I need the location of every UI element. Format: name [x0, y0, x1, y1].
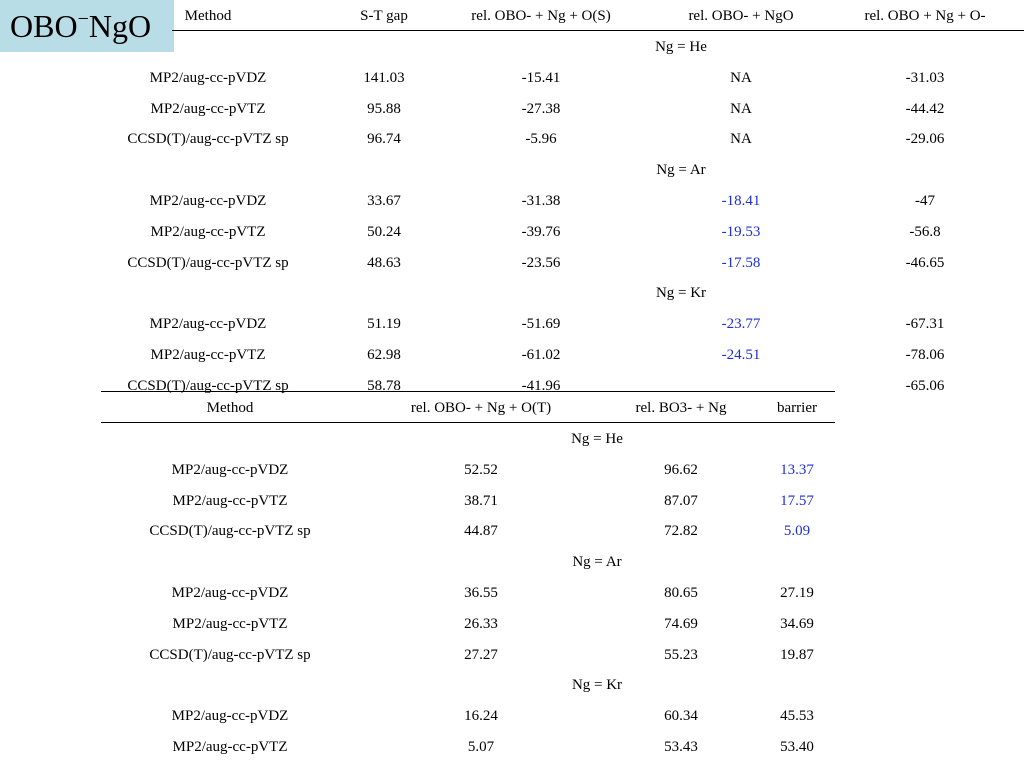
cell-rel-o-minus: -78.06 [905, 347, 945, 363]
cell-rel-o-minus: -47 [915, 193, 935, 209]
cell-rel-bo3: 72.82 [664, 523, 698, 540]
cell-rel-ot: 27.27 [464, 646, 498, 663]
cell-barrier: 34.69 [780, 615, 814, 632]
cell-st-gap: 51.19 [367, 316, 401, 333]
cell-rel-bo3: 53.43 [664, 739, 698, 755]
cell-rel-bo3: 74.69 [664, 615, 698, 632]
cell-rel-bo3: 80.65 [664, 585, 698, 601]
cell-method: CCSD(T)/aug-cc-pVTZ sp [127, 377, 289, 394]
cell-method: MP2/aug-cc-pVTZ [172, 615, 288, 632]
cell-method: MP2/aug-cc-pVTZ [172, 492, 288, 509]
cell-method: CCSD(T)/aug-cc-pVTZ sp [149, 523, 311, 540]
cell-rel-o-minus: -65.06 [905, 377, 945, 394]
cell-rel-bo3: 87.07 [664, 492, 698, 509]
slide-title: OBO−NgO [0, 0, 174, 52]
cell-st-gap: 96.74 [367, 131, 401, 148]
cell-barrier: 19.87 [780, 646, 814, 663]
cell-rel-ot: 38.71 [464, 492, 498, 509]
cell-method: CCSD(T)/aug-cc-pVTZ sp [127, 254, 289, 271]
group-label: Ng = He [571, 431, 623, 447]
table-rule [101, 391, 835, 392]
cell-barrier: 27.19 [780, 585, 814, 601]
group-label: Ng = Kr [571, 677, 623, 694]
cell-st-gap: 62.98 [367, 347, 401, 363]
cell-rel-os: -31.38 [521, 193, 561, 209]
cell-rel-ot: 16.24 [464, 708, 498, 725]
cell-method: MP2/aug-cc-pVDZ [171, 585, 289, 601]
cell-rel-bo3: 96.62 [664, 461, 698, 478]
cell-st-gap: 58.78 [367, 377, 401, 394]
group-label: Ng = Kr [655, 285, 707, 302]
cell-method: MP2/aug-cc-pVDZ [171, 708, 289, 725]
cell-rel-os: -51.69 [521, 316, 561, 333]
cell-rel-os: -41.96 [521, 377, 561, 394]
cell-rel-ot: 52.52 [464, 461, 498, 478]
cell-rel-ngo: -17.58 [721, 254, 761, 271]
cell-rel-ot: 36.55 [464, 585, 498, 601]
cell-rel-ngo: -24.51 [721, 347, 761, 363]
cell-rel-ot: 44.87 [464, 523, 498, 540]
cell-st-gap: 48.63 [367, 254, 401, 271]
title-rest: NgO [88, 8, 152, 44]
cell-rel-ngo: -19.53 [721, 223, 761, 240]
cell-method: MP2/aug-cc-pVTZ [150, 347, 266, 363]
cell-method: MP2/aug-cc-pVDZ [149, 316, 267, 333]
cell-rel-o-minus: -44.42 [905, 100, 945, 117]
title-superscript: − [77, 8, 89, 30]
cell-method: MP2/aug-cc-pVTZ [150, 100, 266, 117]
cell-rel-os: -61.02 [521, 347, 561, 363]
cell-rel-os: -15.41 [521, 69, 561, 86]
cell-barrier: 5.09 [783, 523, 811, 540]
cell-method: MP2/aug-cc-pVDZ [149, 69, 267, 86]
title-main: OBO [10, 8, 78, 44]
cell-st-gap: 141.03 [363, 69, 405, 86]
table-rule [101, 422, 835, 423]
cell-barrier: 17.57 [780, 492, 814, 509]
column-header: rel. OBO- + NgO [688, 8, 794, 24]
cell-rel-o-minus: -67.31 [905, 316, 945, 333]
cell-rel-o-minus: -29.06 [905, 131, 945, 148]
cell-method: MP2/aug-cc-pVTZ [150, 223, 266, 240]
cell-st-gap: 33.67 [367, 193, 401, 209]
cell-rel-o-minus: -56.8 [909, 223, 941, 240]
group-label: Ng = He [655, 39, 707, 55]
cell-rel-ot: 5.07 [467, 739, 495, 755]
column-header: barrier [777, 400, 817, 416]
cell-barrier: 53.40 [780, 739, 814, 755]
cell-rel-ot: 26.33 [464, 615, 498, 632]
cell-barrier: 13.37 [780, 461, 814, 478]
column-header: rel. OBO- + Ng + O(S) [471, 8, 611, 24]
cell-rel-o-minus: -46.65 [905, 254, 945, 271]
cell-rel-o-minus: -31.03 [905, 69, 945, 86]
cell-method: CCSD(T)/aug-cc-pVTZ sp [127, 131, 289, 148]
cell-rel-os: -23.56 [521, 254, 561, 271]
column-header: S-T gap [360, 8, 408, 24]
cell-method: MP2/aug-cc-pVDZ [171, 461, 289, 478]
cell-st-gap: 95.88 [367, 100, 401, 117]
cell-method: CCSD(T)/aug-cc-pVTZ sp [149, 646, 311, 663]
cell-rel-bo3: 60.34 [664, 708, 698, 725]
cell-rel-ngo: -18.41 [721, 193, 761, 209]
column-header: rel. OBO + Ng + O- [864, 8, 986, 24]
cell-method: MP2/aug-cc-pVDZ [149, 193, 267, 209]
cell-rel-ngo: -23.77 [721, 316, 761, 333]
cell-rel-ngo: NA [730, 131, 752, 148]
column-header: Method [206, 400, 254, 416]
column-header: Method [184, 8, 232, 24]
column-header: rel. BO3- + Ng [635, 400, 727, 416]
group-label: Ng = Ar [656, 162, 706, 179]
cell-rel-ngo: NA [730, 100, 752, 117]
cell-rel-os: -39.76 [521, 223, 561, 240]
group-label: Ng = Ar [572, 554, 622, 571]
cell-rel-ngo: NA [730, 69, 752, 86]
column-header: rel. OBO- + Ng + O(T) [410, 400, 552, 416]
header-rule [172, 30, 1024, 31]
cell-rel-os: -5.96 [525, 131, 557, 148]
cell-st-gap: 50.24 [367, 223, 401, 240]
cell-rel-os: -27.38 [521, 100, 561, 117]
cell-barrier: 45.53 [780, 708, 814, 725]
cell-method: MP2/aug-cc-pVTZ [172, 739, 288, 755]
cell-rel-bo3: 55.23 [664, 646, 698, 663]
